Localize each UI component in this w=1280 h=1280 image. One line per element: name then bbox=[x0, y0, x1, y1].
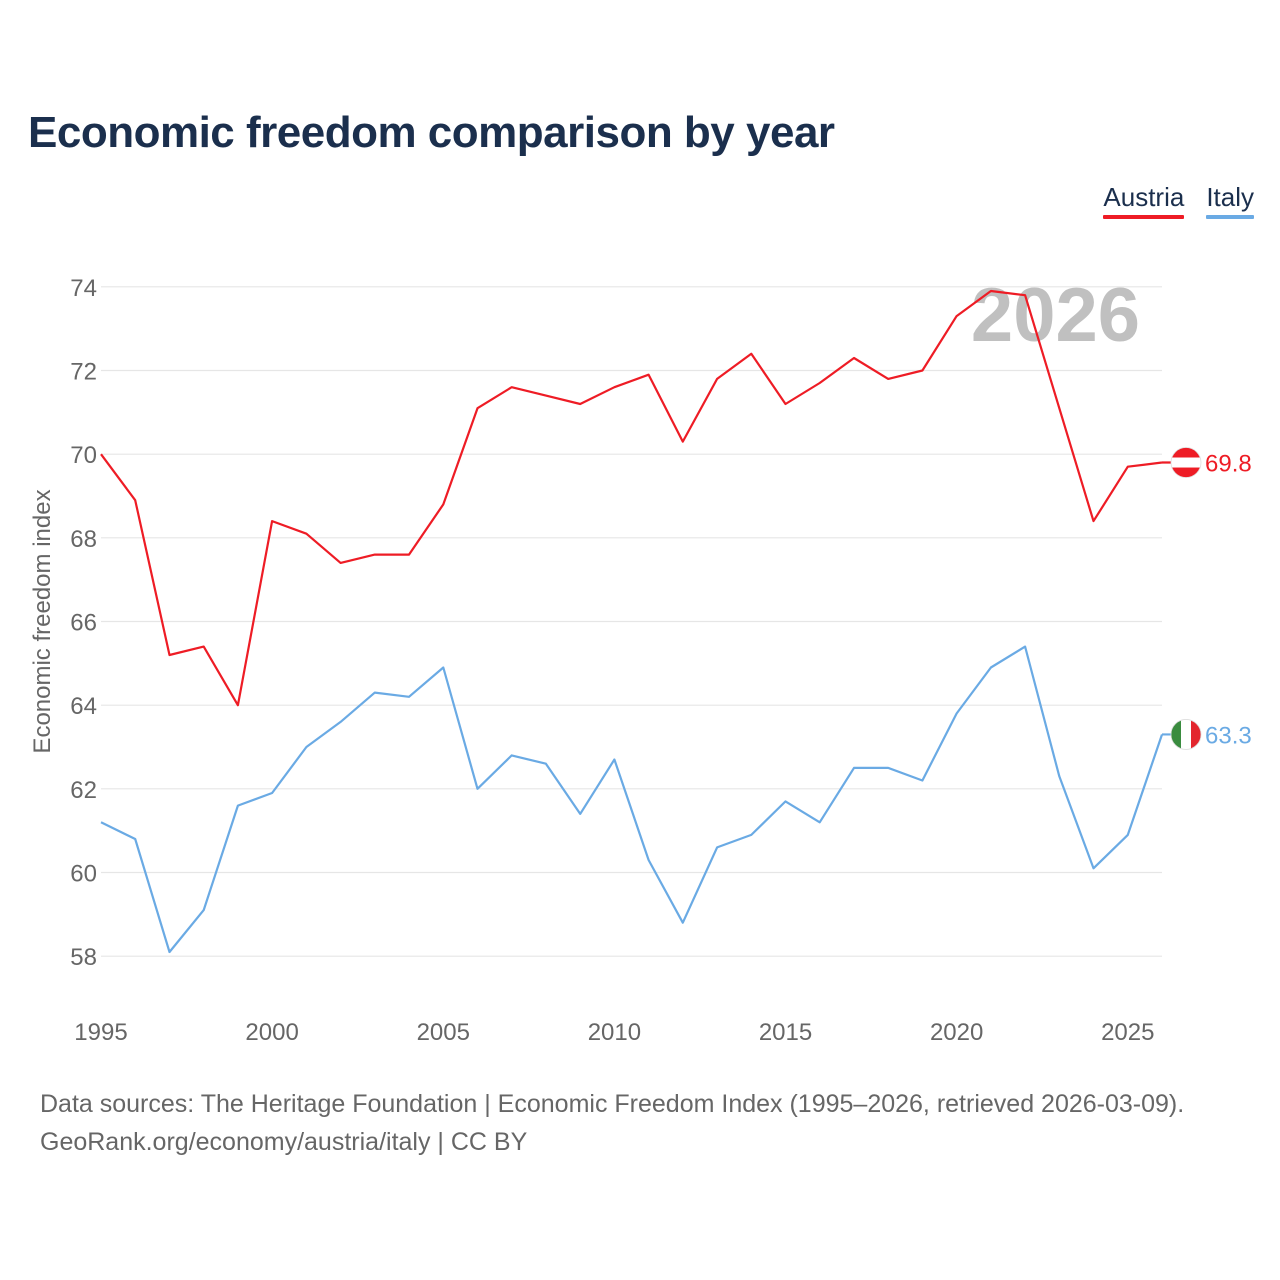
flag-stripe bbox=[1171, 447, 1201, 458]
legend-swatch-italy bbox=[1206, 215, 1254, 219]
data-source-note: Data sources: The Heritage Foundation | … bbox=[40, 1090, 1185, 1118]
y-tick-label: 70 bbox=[70, 442, 97, 469]
year-watermark: 2026 bbox=[971, 273, 1140, 358]
flag-stripe bbox=[1171, 467, 1201, 478]
page-title: Economic freedom comparison by year bbox=[28, 108, 835, 157]
series-line-italy bbox=[100, 645, 1164, 954]
y-tick-label: 68 bbox=[70, 526, 97, 553]
x-tick-label: 1995 bbox=[74, 1019, 127, 1046]
legend: Austria Italy bbox=[1103, 182, 1254, 219]
x-tick-label: 2005 bbox=[417, 1019, 470, 1046]
y-axis-label: Economic freedom index bbox=[29, 489, 56, 753]
y-tick-label: 58 bbox=[70, 944, 97, 971]
italy-flag bbox=[1170, 719, 1202, 750]
austria-flag bbox=[1170, 447, 1202, 478]
flag-stripe bbox=[1171, 719, 1181, 750]
footer: Data sources: The Heritage Foundation | … bbox=[40, 1085, 1184, 1161]
flag-border bbox=[1170, 447, 1202, 478]
y-tick-label: 72 bbox=[70, 359, 97, 386]
legend-swatch-austria bbox=[1103, 215, 1185, 219]
flag-border bbox=[1170, 719, 1202, 750]
end-value-label-austria: 69.8 bbox=[1205, 451, 1252, 478]
y-tick-label: 74 bbox=[70, 275, 97, 302]
series-line-austria bbox=[100, 289, 1163, 707]
x-tick-label: 2010 bbox=[588, 1019, 641, 1046]
legend-item-italy[interactable]: Italy bbox=[1206, 182, 1254, 219]
y-tick-label: 64 bbox=[70, 693, 97, 720]
legend-label-austria: Austria bbox=[1103, 182, 1185, 212]
legend-label-italy: Italy bbox=[1206, 182, 1254, 212]
flag-stripe bbox=[1191, 719, 1201, 750]
x-tick-label: 2020 bbox=[930, 1019, 983, 1046]
flag-stripe bbox=[1181, 719, 1191, 750]
x-tick-label: 2000 bbox=[245, 1019, 298, 1046]
y-tick-label: 60 bbox=[70, 861, 97, 888]
flag-stripe bbox=[1171, 457, 1201, 468]
y-tick-label: 62 bbox=[70, 777, 97, 804]
x-tick-label: 2025 bbox=[1101, 1019, 1154, 1046]
y-tick-label: 66 bbox=[70, 610, 97, 637]
x-tick-label: 2015 bbox=[759, 1019, 812, 1046]
legend-item-austria[interactable]: Austria bbox=[1103, 182, 1185, 219]
source-link[interactable]: GeoRank.org/economy/austria/italy | CC B… bbox=[40, 1128, 528, 1156]
end-value-label-italy: 63.3 bbox=[1205, 722, 1252, 749]
